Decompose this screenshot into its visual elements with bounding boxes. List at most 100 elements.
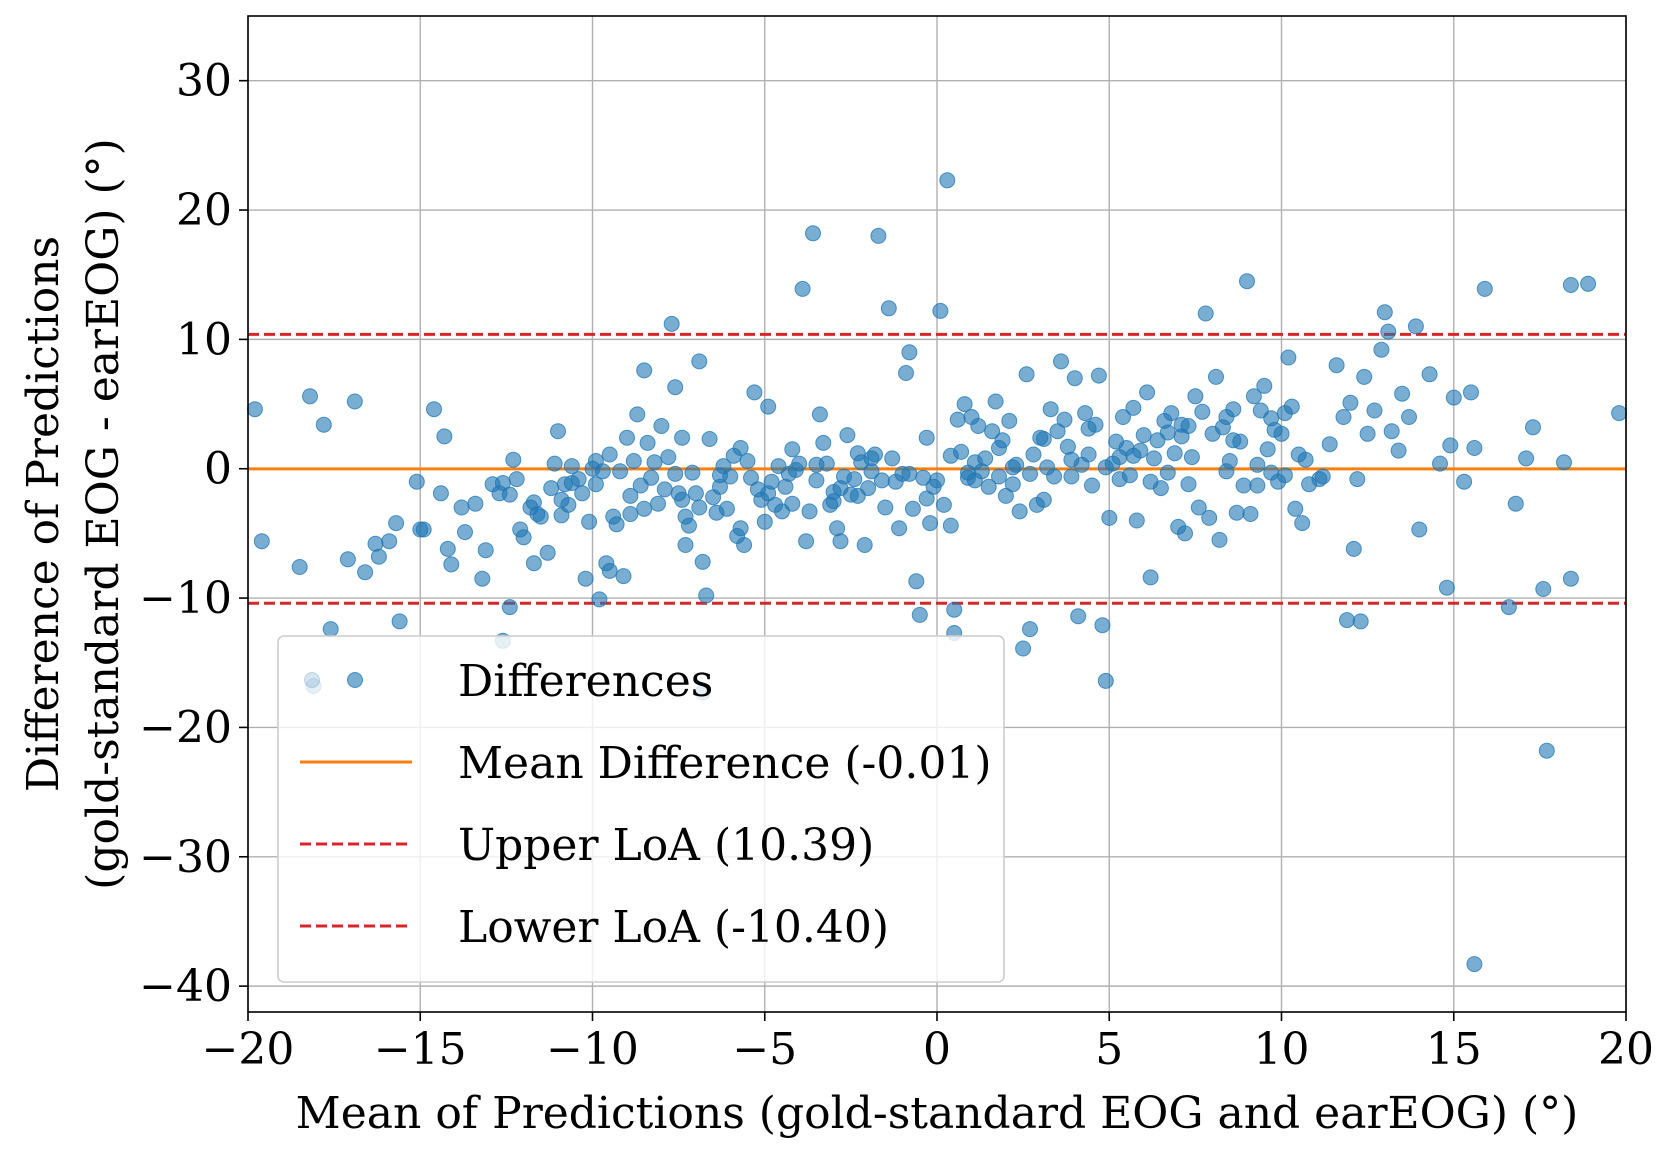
data-point <box>784 441 801 458</box>
data-point <box>543 480 560 497</box>
data-point <box>550 423 566 440</box>
data-point <box>1445 389 1462 406</box>
data-point <box>1177 525 1193 542</box>
data-point <box>574 485 591 502</box>
data-point <box>1121 467 1138 484</box>
data-point <box>1004 459 1021 476</box>
data-point <box>1476 280 1493 297</box>
data-point <box>1366 402 1383 419</box>
data-point <box>1249 477 1266 494</box>
y-tick-label: 20 <box>176 185 232 236</box>
data-point <box>653 418 670 434</box>
data-point <box>408 473 425 490</box>
data-point <box>1053 353 1069 370</box>
data-point <box>1442 437 1459 454</box>
data-point <box>1001 412 1018 429</box>
data-point <box>1525 419 1541 436</box>
data-point <box>1125 399 1142 416</box>
data-point <box>1359 425 1376 442</box>
data-point <box>791 455 808 472</box>
data-point <box>622 487 639 504</box>
data-point <box>1287 500 1304 517</box>
data-point <box>1297 451 1314 468</box>
data-point <box>501 486 518 503</box>
data-point <box>508 471 525 488</box>
data-point <box>901 344 918 361</box>
x-tick-label: 15 <box>1426 1024 1482 1075</box>
data-point <box>739 453 756 469</box>
data-point <box>1166 445 1183 462</box>
data-point <box>811 406 828 423</box>
x-tick-label: −5 <box>732 1024 797 1075</box>
data-point <box>1556 454 1572 471</box>
data-point <box>1342 394 1359 411</box>
data-point <box>877 499 894 516</box>
data-point <box>1562 277 1579 293</box>
data-point <box>1432 455 1448 472</box>
data-point <box>1042 401 1059 418</box>
data-point <box>684 464 701 481</box>
data-point <box>388 515 405 532</box>
data-point <box>467 495 484 512</box>
data-point <box>846 471 863 488</box>
data-point <box>1146 450 1162 467</box>
data-point <box>1239 273 1255 290</box>
data-point <box>457 524 473 541</box>
data-point <box>860 480 877 497</box>
data-point <box>1276 405 1293 422</box>
data-point <box>432 485 449 502</box>
data-point <box>563 458 580 475</box>
data-point <box>922 515 939 532</box>
data-point <box>946 601 963 618</box>
data-point <box>760 398 777 415</box>
data-point <box>1128 512 1145 529</box>
data-point <box>997 487 1014 504</box>
data-point <box>801 503 818 520</box>
data-point <box>1328 357 1345 374</box>
data-point <box>718 500 735 517</box>
data-point <box>1197 305 1214 322</box>
data-point <box>1022 465 1038 482</box>
data-point <box>929 472 945 489</box>
data-point <box>1466 956 1483 973</box>
data-point <box>1084 477 1100 494</box>
data-point <box>546 455 563 472</box>
data-point <box>681 517 697 534</box>
data-point <box>1580 275 1597 292</box>
legend: Differences Mean Difference (-0.01) Upper … <box>277 635 1005 983</box>
data-point <box>863 450 880 467</box>
data-point <box>760 485 777 502</box>
legend-label: Lower LoA (-10.40) <box>458 902 889 953</box>
data-point <box>1562 570 1579 587</box>
data-point <box>501 599 518 616</box>
data-point <box>991 440 1007 456</box>
data-point <box>667 379 684 396</box>
y-tick-label: 0 <box>204 444 232 495</box>
data-point <box>884 450 901 467</box>
data-point <box>1383 423 1400 440</box>
data-point <box>1135 427 1152 444</box>
data-point <box>1063 468 1080 485</box>
data-point <box>1218 409 1235 425</box>
data-point <box>743 469 759 486</box>
data-point <box>322 621 339 638</box>
y-tick-label: −20 <box>139 702 232 753</box>
data-point <box>1201 509 1218 526</box>
x-tick-label: 5 <box>1095 1024 1123 1075</box>
data-point <box>246 401 263 418</box>
data-point <box>1518 450 1535 467</box>
x-ticks: −20 −15 −10 −5 0 5 10 15 20 <box>202 1012 1654 1075</box>
data-point <box>453 499 470 516</box>
data-point <box>977 450 994 467</box>
x-tick-label: −15 <box>374 1024 467 1075</box>
legend-label: Differences <box>458 656 713 707</box>
data-point <box>1025 446 1042 463</box>
data-point <box>1180 476 1197 493</box>
data-point <box>991 468 1007 485</box>
data-point <box>856 537 873 553</box>
data-point <box>1411 521 1428 538</box>
data-point <box>601 446 618 463</box>
data-point <box>942 517 959 534</box>
data-point <box>1101 509 1118 526</box>
data-point <box>1466 440 1483 456</box>
